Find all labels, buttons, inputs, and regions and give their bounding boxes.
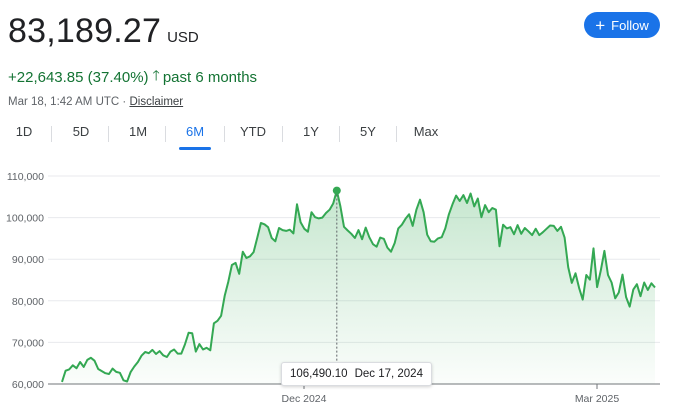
- tab-1y[interactable]: 1Y: [303, 124, 319, 139]
- quote-timestamp: Mar 18, 1:42 AM UTC: [8, 96, 120, 108]
- currency-label: USD: [167, 29, 199, 46]
- x-tick-label: Dec 2024: [282, 393, 327, 405]
- current-price: 83,189.27: [8, 12, 162, 50]
- tooltip-date: Dec 17, 2024: [354, 368, 423, 380]
- tab-divider: [224, 126, 225, 142]
- tab-divider: [51, 126, 52, 142]
- disclaimer-link[interactable]: Disclaimer: [129, 96, 184, 108]
- tab-5d[interactable]: 5D: [72, 124, 90, 139]
- y-tick-label: 90,000: [12, 254, 44, 266]
- plus-icon: +: [595, 15, 606, 35]
- tab-5y[interactable]: 5Y: [360, 124, 376, 139]
- x-tick-label: Mar 2025: [575, 393, 620, 405]
- tab-1m[interactable]: 1M: [128, 124, 148, 139]
- change-period: past 6 months: [162, 68, 258, 86]
- tab-max[interactable]: Max: [413, 124, 439, 139]
- tab-6m[interactable]: 6M: [185, 124, 205, 139]
- follow-button[interactable]: + Follow: [584, 12, 660, 38]
- y-tick-label: 70,000: [12, 337, 44, 349]
- y-tick-label: 80,000: [12, 296, 44, 308]
- tab-divider: [396, 126, 397, 142]
- price-line: [61, 189, 656, 383]
- meta-separator: ·: [122, 96, 127, 108]
- quote-meta: Mar 18, 1:42 AM UTC · Disclaimer: [8, 96, 183, 108]
- y-tick-label: 100,000: [6, 213, 44, 225]
- tab-divider: [339, 126, 340, 142]
- tab-divider: [165, 126, 166, 142]
- price-area-fill: [62, 190, 655, 384]
- y-tick-label: 60,000: [12, 379, 44, 391]
- x-axis: Dec 2024 Mar 2025: [48, 383, 660, 405]
- tab-divider: [108, 126, 109, 142]
- price-chart[interactable]: 60,000 70,000 80,000 90,000 100,000 110,000 D…: [0, 160, 675, 415]
- y-tick-label: 110,000: [7, 171, 44, 183]
- tab-ytd[interactable]: YTD: [240, 124, 266, 139]
- follow-button-label: Follow: [611, 17, 649, 33]
- hover-point: [332, 186, 341, 195]
- change-amount: +22,643.85 (37.40%): [8, 68, 149, 86]
- quote-header: 83,189.27 USD: [8, 12, 199, 51]
- tab-divider: [282, 126, 283, 142]
- hover-tooltip: 106,490.10 Dec 17, 2024: [281, 362, 432, 386]
- price-change: +22,643.85 (37.40%) 🡑 past 6 months: [8, 65, 257, 89]
- tab-1d[interactable]: 1D: [15, 124, 33, 139]
- active-tab-indicator: [179, 147, 211, 150]
- arrow-up-icon: 🡑: [152, 67, 160, 83]
- tooltip-value: 106,490.10: [290, 368, 348, 380]
- y-axis-labels: 60,000 70,000 80,000 90,000 100,000 110,000: [6, 171, 44, 391]
